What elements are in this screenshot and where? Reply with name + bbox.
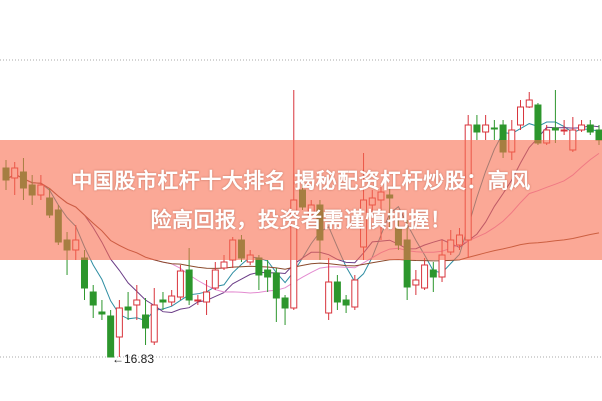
candle-body [586, 124, 594, 133]
candle [517, 100, 525, 130]
candle [534, 103, 542, 145]
candle [98, 300, 106, 320]
min-price-label: ←16.83 [112, 352, 155, 366]
candle [115, 300, 123, 357]
candle-body [490, 127, 498, 130]
candle [211, 262, 219, 290]
candle [124, 292, 132, 320]
candle [421, 258, 429, 290]
candle-body [551, 127, 559, 131]
candle [412, 270, 420, 295]
candle-body [578, 124, 586, 131]
candle-body [264, 269, 272, 278]
candle-body [525, 99, 533, 108]
candle-body [98, 311, 106, 315]
candle-body [534, 104, 542, 144]
candle [551, 90, 559, 143]
candle-body [281, 297, 289, 309]
candle-body [560, 129, 568, 132]
candle-body [333, 281, 341, 303]
candle [272, 268, 280, 322]
candle-body [203, 291, 211, 303]
candle-body [142, 314, 150, 329]
candle-body [473, 124, 481, 133]
candle [150, 288, 158, 345]
candle-body [342, 299, 350, 306]
candle-body [133, 299, 141, 306]
candle-body [255, 257, 263, 276]
candle-body [429, 269, 437, 278]
candle-body [412, 279, 420, 286]
candle-body [211, 269, 219, 289]
candle [176, 265, 184, 300]
candle-body [351, 279, 359, 308]
candle [578, 120, 586, 132]
candle [142, 298, 150, 345]
candle-body [159, 299, 167, 303]
candle [351, 275, 359, 310]
candle-body [194, 299, 202, 302]
candle-body [325, 281, 333, 314]
candle [482, 115, 490, 140]
candle [586, 120, 594, 135]
candle-body [220, 261, 228, 269]
candle-body [168, 295, 176, 303]
headline-line-1: 中国股市杠杆十大排名 揭秘配资杠杆炒股：高风 [71, 169, 531, 193]
candle-body [176, 270, 184, 298]
candle-body [421, 264, 429, 289]
candle [168, 290, 176, 306]
candle [159, 292, 167, 310]
candle [525, 92, 533, 108]
candle [473, 115, 481, 140]
headline-banner [0, 140, 602, 260]
candle-body [185, 269, 193, 301]
candle-body [595, 129, 602, 141]
candle-body [517, 106, 525, 126]
candle-body [115, 307, 123, 338]
candle [333, 275, 341, 310]
candle [281, 295, 289, 325]
candle [342, 295, 350, 313]
candle-body [150, 304, 158, 343]
candle [325, 258, 333, 320]
candle-body [482, 124, 490, 133]
candle [133, 285, 141, 320]
candle [107, 310, 115, 358]
headline-line-2: 险高回报，投资者需谨慎把握！ [150, 208, 452, 232]
candle-body [124, 306, 132, 311]
candle [490, 120, 498, 140]
candle [194, 295, 202, 305]
candle [203, 280, 211, 315]
candle [89, 285, 97, 318]
candle-body [107, 315, 115, 358]
candle-body [272, 272, 280, 299]
candle [255, 255, 263, 290]
candle [560, 120, 568, 135]
candle-body [89, 291, 97, 306]
candle [264, 260, 272, 292]
candle [429, 262, 437, 292]
candle-body [80, 257, 88, 289]
headline: 中国股市杠杆十大排名 揭秘配资杠杆炒股：高风 险高回报，投资者需谨慎把握！ [0, 162, 602, 240]
